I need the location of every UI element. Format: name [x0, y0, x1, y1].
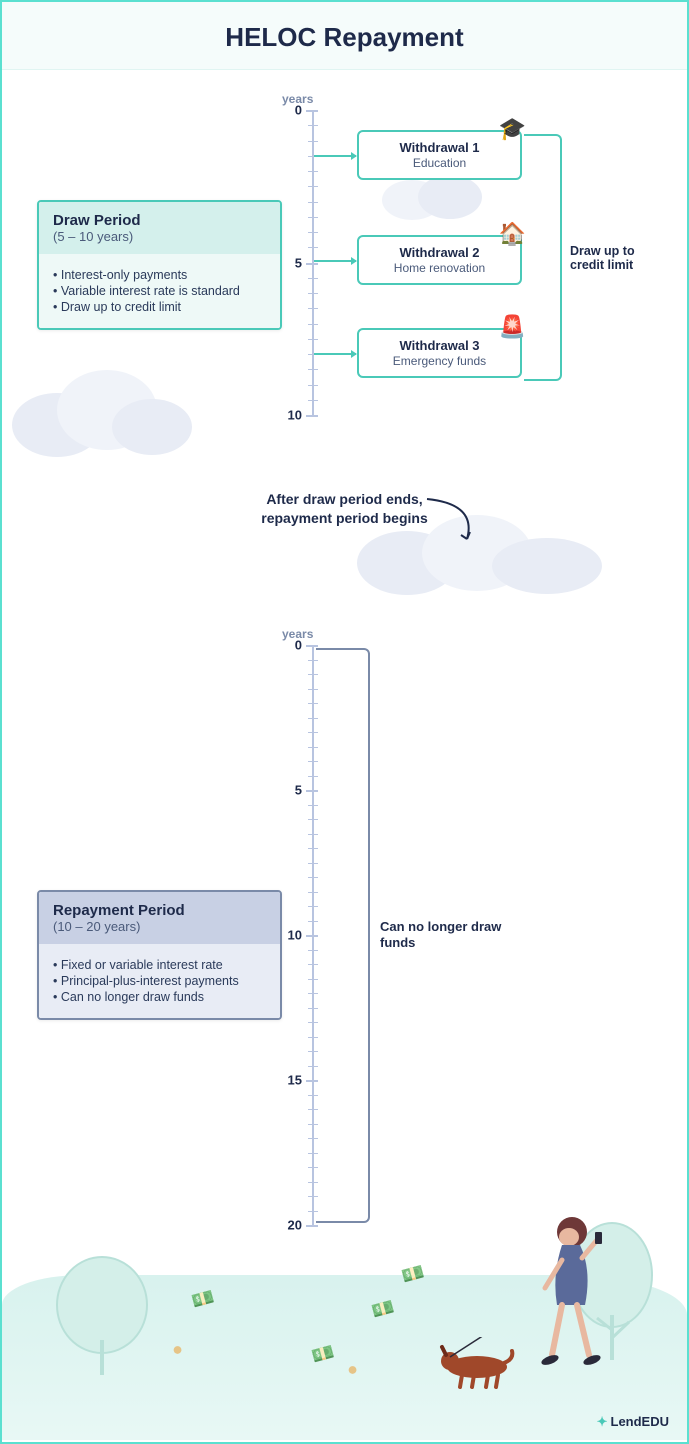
repay-tick-label: 0 — [278, 638, 302, 653]
graduation-cap-icon: 🎓 — [499, 116, 526, 142]
curved-arrow-icon — [422, 494, 492, 554]
infobox-bullet: Can no longer draw funds — [53, 990, 266, 1004]
dog-decor — [432, 1337, 522, 1392]
footer-logo: LendEDU — [597, 1414, 669, 1430]
infobox-header: Repayment Period (10 – 20 years) — [39, 892, 280, 944]
withdrawal-title: Withdrawal 1 — [369, 140, 510, 155]
infobox-bullet: Interest-only payments — [53, 268, 266, 282]
header: HELOC Repayment — [2, 2, 687, 70]
withdrawal-box: 🚨 Withdrawal 3 Emergency funds — [357, 328, 522, 378]
infobox-bullet: Draw up to credit limit — [53, 300, 266, 314]
house-icon: 🏠 — [499, 221, 526, 247]
repay-tick-label: 20 — [278, 1218, 302, 1233]
withdrawal-box: 🏠 Withdrawal 2 Home renovation — [357, 235, 522, 285]
withdrawal-box: 🎓 Withdrawal 1 Education — [357, 130, 522, 180]
infobox-title: Repayment Period — [53, 902, 266, 919]
draw-tick-label: 10 — [278, 408, 302, 423]
infobox-subtitle: (10 – 20 years) — [53, 919, 266, 934]
infobox-bullet: Fixed or variable interest rate — [53, 958, 266, 972]
repay-period-infobox: Repayment Period (10 – 20 years) Fixed o… — [37, 890, 282, 1020]
arrow-to-withdrawal — [314, 155, 356, 157]
withdrawal-title: Withdrawal 3 — [369, 338, 510, 353]
siren-icon: 🚨 — [499, 314, 526, 340]
tree-decor — [47, 1250, 167, 1380]
withdrawal-sub: Emergency funds — [369, 354, 510, 368]
infobox-bullet: Principal-plus-interest payments — [53, 974, 266, 988]
repay-tick-label: 15 — [278, 1073, 302, 1088]
infobox-subtitle: (5 – 10 years) — [53, 229, 266, 244]
transition-line: repayment period begins — [261, 510, 427, 526]
repay-tick-label: 5 — [278, 783, 302, 798]
page-title: HELOC Repayment — [2, 22, 687, 53]
repay-timeline-ruler: 0 5 10 15 20 — [312, 645, 314, 1225]
infobox-header: Draw Period (5 – 10 years) — [39, 202, 280, 254]
arrow-to-withdrawal — [314, 353, 356, 355]
infobox-body: Fixed or variable interest rate Principa… — [39, 944, 280, 1018]
infobox-title: Draw Period — [53, 212, 266, 229]
repay-bracket-label: Can no longer draw funds — [380, 919, 520, 953]
transition-line: After draw period ends, — [266, 491, 422, 507]
repay-bracket: Can no longer draw funds — [316, 648, 370, 1223]
withdrawal-sub: Education — [369, 156, 510, 170]
infobox-bullet: Variable interest rate is standard — [53, 284, 266, 298]
draw-tick-label: 0 — [278, 103, 302, 118]
arrow-to-withdrawal — [314, 260, 356, 262]
transition-text: After draw period ends, repayment period… — [2, 490, 687, 528]
person-walking-decor — [517, 1210, 617, 1380]
content: years 0 5 10 🎓 Withdrawal 1 Education 🏠 … — [2, 70, 687, 1440]
infobox-body: Interest-only payments Variable interest… — [39, 254, 280, 328]
draw-bracket-label: Draw up to credit limit — [570, 244, 670, 272]
draw-period-infobox: Draw Period (5 – 10 years) Interest-only… — [37, 200, 282, 330]
withdrawal-sub: Home renovation — [369, 261, 510, 275]
draw-bracket: Draw up to credit limit — [524, 134, 562, 381]
withdrawal-title: Withdrawal 2 — [369, 245, 510, 260]
cloud-decor — [2, 355, 202, 465]
